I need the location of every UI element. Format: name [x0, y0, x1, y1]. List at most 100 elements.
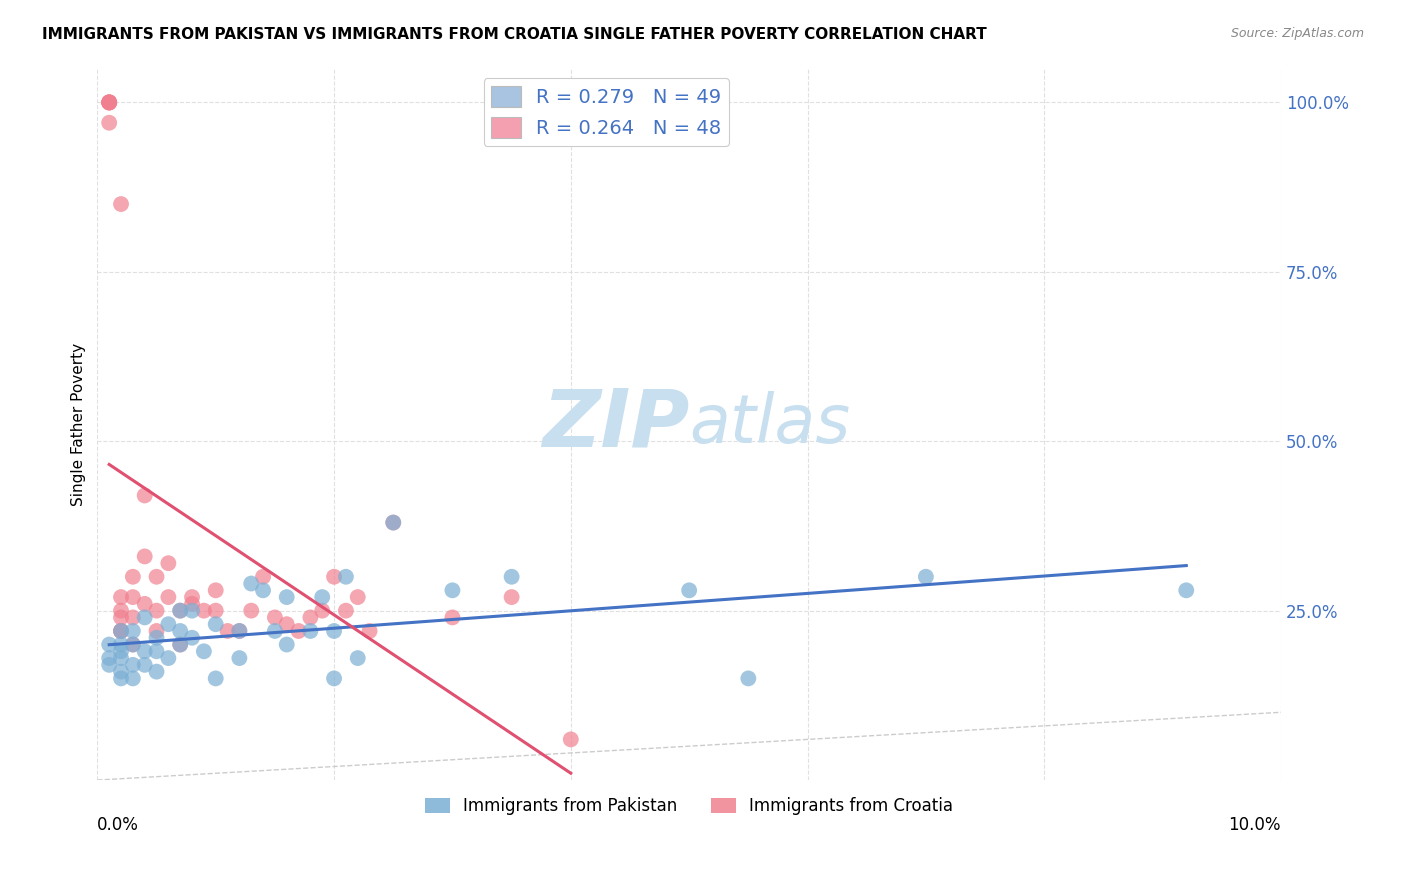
- Point: [346, 651, 368, 665]
- Text: 0.0%: 0.0%: [97, 815, 139, 834]
- Point: [359, 624, 381, 638]
- Point: [134, 610, 156, 624]
- Point: [228, 651, 250, 665]
- Point: [323, 624, 346, 638]
- Point: [145, 570, 167, 584]
- Point: [134, 549, 156, 564]
- Y-axis label: Single Father Poverty: Single Father Poverty: [72, 343, 86, 506]
- Point: [217, 624, 239, 638]
- Point: [134, 488, 156, 502]
- Point: [252, 570, 274, 584]
- Point: [501, 570, 523, 584]
- Point: [204, 672, 226, 686]
- Point: [181, 590, 204, 604]
- Point: [121, 610, 143, 624]
- Point: [134, 597, 156, 611]
- Point: [204, 604, 226, 618]
- Point: [110, 197, 132, 211]
- Point: [110, 638, 132, 652]
- Text: 10.0%: 10.0%: [1229, 815, 1281, 834]
- Point: [204, 583, 226, 598]
- Point: [134, 657, 156, 672]
- Point: [98, 95, 121, 110]
- Point: [264, 610, 287, 624]
- Point: [276, 590, 298, 604]
- Point: [110, 651, 132, 665]
- Point: [382, 516, 405, 530]
- Point: [121, 570, 143, 584]
- Point: [98, 95, 121, 110]
- Point: [121, 624, 143, 638]
- Point: [145, 644, 167, 658]
- Point: [240, 576, 263, 591]
- Point: [193, 604, 215, 618]
- Point: [441, 583, 464, 598]
- Point: [110, 644, 132, 658]
- Point: [110, 624, 132, 638]
- Point: [98, 657, 121, 672]
- Point: [311, 604, 333, 618]
- Point: [110, 672, 132, 686]
- Point: [134, 644, 156, 658]
- Point: [311, 590, 333, 604]
- Point: [228, 624, 250, 638]
- Point: [228, 624, 250, 638]
- Point: [110, 624, 132, 638]
- Point: [121, 590, 143, 604]
- Point: [299, 624, 322, 638]
- Point: [157, 617, 180, 632]
- Point: [335, 570, 357, 584]
- Point: [98, 95, 121, 110]
- Point: [181, 631, 204, 645]
- Point: [145, 604, 167, 618]
- Point: [193, 644, 215, 658]
- Point: [323, 672, 346, 686]
- Point: [252, 583, 274, 598]
- Text: Source: ZipAtlas.com: Source: ZipAtlas.com: [1230, 27, 1364, 40]
- Point: [264, 624, 287, 638]
- Point: [737, 672, 759, 686]
- Point: [110, 604, 132, 618]
- Legend: Immigrants from Pakistan, Immigrants from Croatia: Immigrants from Pakistan, Immigrants fro…: [419, 790, 960, 822]
- Point: [110, 610, 132, 624]
- Point: [204, 617, 226, 632]
- Point: [335, 604, 357, 618]
- Text: atlas: atlas: [689, 392, 851, 458]
- Point: [169, 638, 191, 652]
- Point: [299, 610, 322, 624]
- Point: [145, 631, 167, 645]
- Point: [98, 95, 121, 110]
- Point: [181, 604, 204, 618]
- Point: [1175, 583, 1198, 598]
- Point: [145, 624, 167, 638]
- Text: IMMIGRANTS FROM PAKISTAN VS IMMIGRANTS FROM CROATIA SINGLE FATHER POVERTY CORREL: IMMIGRANTS FROM PAKISTAN VS IMMIGRANTS F…: [42, 27, 987, 42]
- Point: [169, 604, 191, 618]
- Point: [98, 116, 121, 130]
- Point: [110, 590, 132, 604]
- Point: [240, 604, 263, 618]
- Point: [145, 665, 167, 679]
- Point: [157, 556, 180, 570]
- Point: [121, 657, 143, 672]
- Point: [276, 638, 298, 652]
- Point: [501, 590, 523, 604]
- Text: ZIP: ZIP: [541, 385, 689, 463]
- Point: [560, 732, 582, 747]
- Point: [276, 617, 298, 632]
- Point: [678, 583, 700, 598]
- Point: [169, 604, 191, 618]
- Point: [121, 672, 143, 686]
- Point: [121, 638, 143, 652]
- Point: [98, 651, 121, 665]
- Point: [915, 570, 938, 584]
- Point: [110, 624, 132, 638]
- Point: [157, 590, 180, 604]
- Point: [181, 597, 204, 611]
- Point: [121, 638, 143, 652]
- Point: [98, 95, 121, 110]
- Point: [98, 638, 121, 652]
- Point: [441, 610, 464, 624]
- Point: [169, 638, 191, 652]
- Point: [110, 665, 132, 679]
- Point: [346, 590, 368, 604]
